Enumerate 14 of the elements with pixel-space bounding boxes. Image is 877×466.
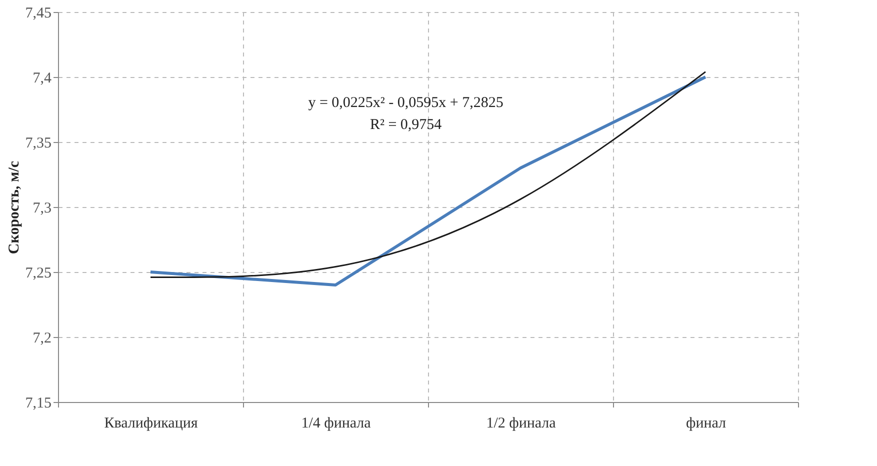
annotation: R² = 0,9754: [370, 117, 442, 133]
y-tick-label: 7,15: [25, 396, 52, 412]
y-tick-label: 7,35: [25, 136, 52, 152]
x-tick-label: финал: [686, 416, 727, 432]
y-tick-label: 7,2: [32, 330, 52, 346]
y-tick-label: 7,3: [32, 200, 52, 216]
y-tick-label: 7,4: [32, 70, 52, 86]
y-tick-label: 7,45: [25, 6, 52, 22]
x-tick-label: 1/4 финала: [301, 416, 372, 432]
x-tick-label: 1/2 финала: [486, 416, 556, 432]
annotation: y = 0,0225x² - 0,0595x + 7,2825: [308, 95, 504, 111]
y-axis-title: Скорость, м/с: [6, 160, 22, 254]
y-tick-label: 7,25: [25, 266, 52, 282]
x-tick-label: Квалификация: [104, 416, 198, 432]
